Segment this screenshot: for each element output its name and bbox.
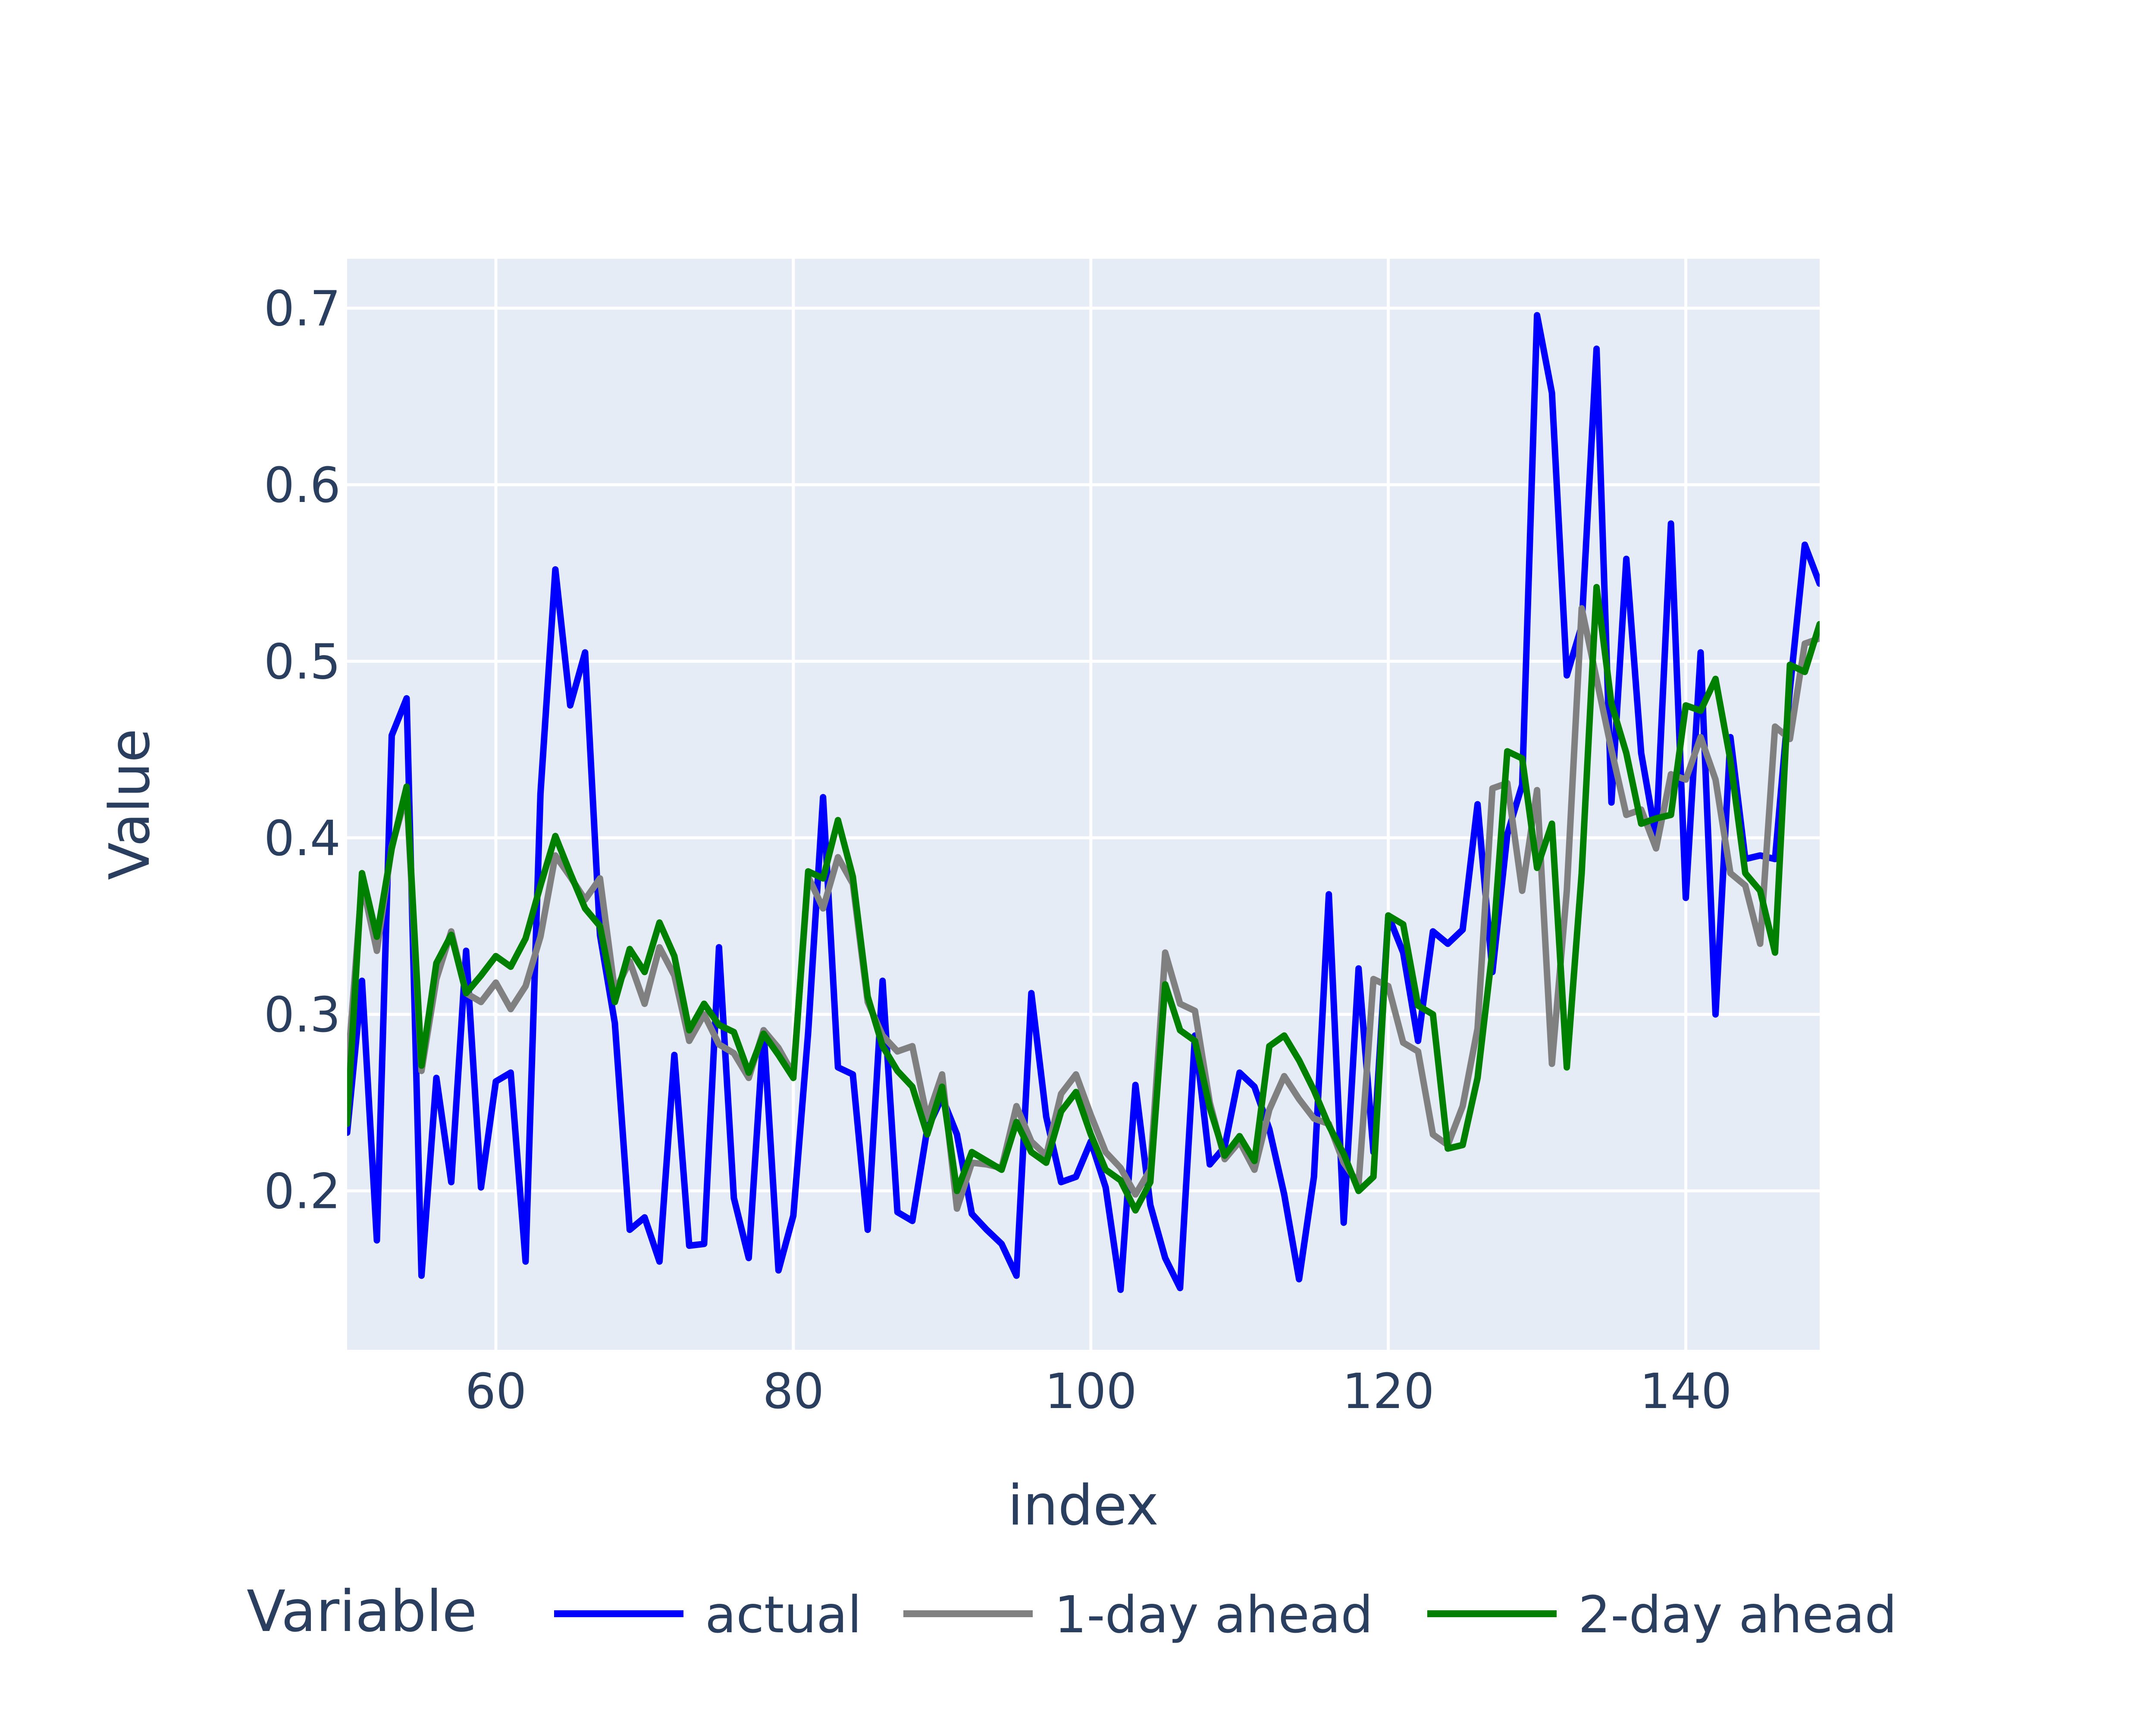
y-tick-label: 0.3: [264, 987, 341, 1043]
legend-label: 1-day ahead: [1054, 1585, 1373, 1644]
legend: Variable actual 1-day ahead 2-day ahead: [247, 1578, 1897, 1645]
y-tick-label: 0.7: [264, 281, 341, 337]
series-lines: [347, 312, 1820, 1293]
y-tick-label: 0.4: [264, 811, 341, 867]
y-tick-label: 0.2: [264, 1164, 341, 1220]
y-axis-title: Value: [98, 728, 162, 880]
legend-title: Variable: [247, 1578, 477, 1645]
y-tick-labels: 0.2 0.3 0.4 0.5 0.6 0.7: [264, 281, 341, 1220]
legend-label: 2-day ahead: [1578, 1585, 1897, 1644]
y-tick-label: 0.6: [264, 458, 341, 514]
x-gridlines: [494, 259, 1688, 1350]
legend-label: actual: [705, 1585, 862, 1644]
x-axis-title: index: [1008, 1474, 1159, 1538]
series-line-actual: [347, 312, 1820, 1293]
x-tick-label: 120: [1342, 1364, 1435, 1420]
series-line-1-day-ahead: [347, 605, 1820, 1212]
x-tick-label: 140: [1640, 1364, 1732, 1420]
x-tick-label: 60: [465, 1364, 527, 1420]
legend-item: 1-day ahead: [903, 1585, 1373, 1644]
x-tick-labels: 60 80 100 120 140: [465, 1364, 1732, 1420]
series-line-2-day-ahead: [347, 584, 1820, 1214]
x-tick-label: 100: [1045, 1364, 1137, 1420]
x-tick-label: 80: [763, 1364, 824, 1420]
legend-item: 2-day ahead: [1427, 1585, 1897, 1644]
y-tick-label: 0.5: [264, 634, 341, 690]
legend-item: actual: [554, 1585, 862, 1644]
